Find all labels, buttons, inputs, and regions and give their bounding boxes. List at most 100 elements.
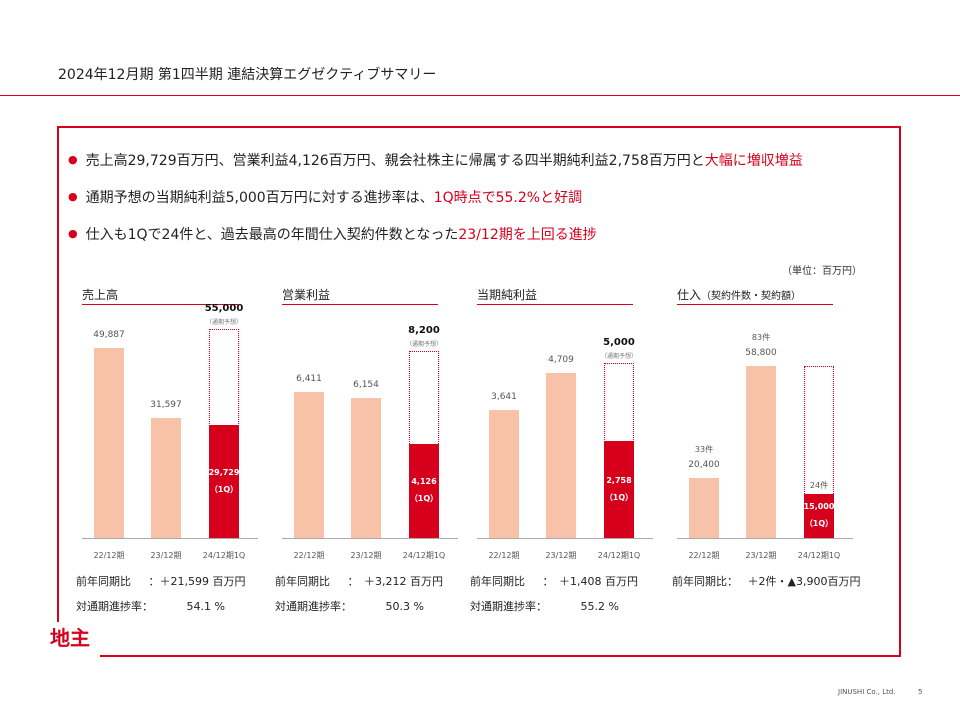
stat-net-progress: 対通期進捗率： 55.2 %	[470, 598, 619, 614]
bar-value-label: 15,000	[803, 502, 835, 511]
x-tick-label: 23/12期	[150, 551, 182, 560]
bar-previous	[489, 410, 519, 538]
bar-value-label: 3,641	[491, 392, 517, 402]
bullet-3: ● 仕入も1Qで24件と、過去最高の年間仕入契約件数となった23/12期を上回る進…	[68, 224, 597, 244]
bar-previous	[351, 398, 381, 538]
bar-period-label: （1Q）	[604, 492, 634, 502]
chart-title: 仕入（契約件数・契約額）	[677, 288, 802, 302]
bar-value-label: 31,597	[150, 400, 182, 410]
bullet-2-text: 通期予想の当期純利益5,000百万円に対する進捗率は、	[85, 190, 434, 206]
title-divider	[0, 95, 960, 96]
x-tick-label: 24/12期1Q	[202, 551, 246, 560]
bar-previous	[151, 418, 181, 538]
stat-value: 55.2 %	[580, 600, 619, 613]
company-logo: 地主	[50, 622, 100, 660]
bullet-2: ● 通期予想の当期純利益5,000百万円に対する進捗率は、1Q時点で55.2%と好…	[68, 187, 582, 207]
bullet-1: ● 売上高29,729百万円、営業利益4,126百万円、親会社株主に帰属する四半期…	[68, 150, 803, 170]
bar-value-label: 2,758	[606, 475, 632, 485]
x-tick-label: 22/12期	[293, 551, 325, 560]
stat-op-progress: 対通期進捗率： 50.3 %	[275, 598, 424, 614]
bar-current	[209, 425, 239, 538]
x-tick-label: 22/12期	[688, 551, 720, 560]
bar-current	[804, 494, 834, 538]
stat-sales-progress: 対通期進捗率： 54.1 %	[76, 598, 225, 614]
target-note: （通期予想）	[405, 341, 442, 348]
chart-subtitle: （契約件数・契約額）	[701, 291, 802, 302]
count-label: 33件	[694, 445, 714, 454]
target-value-label: 8,200	[408, 325, 440, 336]
stat-purchase-yoy: 前年同期比： ＋2件・▲3,900百万円	[672, 573, 860, 589]
stat-label: 前年同期比：	[672, 575, 738, 588]
stat-op-yoy: 前年同期比 ： ＋3,212 百万円	[275, 573, 443, 589]
stat-net-yoy: 前年同期比 ： ＋1,408 百万円	[470, 573, 638, 589]
bar-previous	[546, 373, 576, 538]
bar-value-label: 6,154	[353, 380, 379, 390]
x-tick-label: 24/12期1Q	[597, 551, 641, 560]
x-tick-label: 23/12期	[745, 551, 777, 560]
bullet-dot-icon: ●	[68, 227, 78, 240]
bar-value-label: 4,126	[411, 477, 437, 486]
bar-value-label: 4,709	[548, 355, 574, 365]
target-note: （通期予想）	[205, 319, 242, 326]
bullet-2-highlight: 1Q時点で55.2%と好調	[433, 190, 583, 206]
stat-label: 前年同期比	[275, 575, 330, 588]
count-label: 24件	[809, 481, 829, 490]
stat-label: 対通期進捗率：	[470, 600, 547, 613]
target-note: （通期予想）	[600, 353, 637, 360]
stat-label: 前年同期比	[76, 575, 131, 588]
count-label: 83件	[751, 333, 771, 342]
chart-title-rule	[82, 304, 238, 305]
bullet-dot-icon: ●	[68, 153, 78, 166]
x-tick-label: 23/12期	[350, 551, 382, 560]
chart-title: 売上高	[82, 288, 119, 302]
summary-frame	[57, 126, 901, 657]
chart-sales: 売上高 49,887 22/12期 31,597 23/12期 55,000 （通期予想） 2…	[82, 286, 258, 586]
bar-previous	[94, 348, 124, 538]
bar-current	[409, 444, 439, 538]
bar-period-label: （1Q）	[409, 494, 439, 503]
chart-purchases: 仕入（契約件数・契約額） 20,400 33件 22/12期 58,800 83件 23/1…	[677, 286, 853, 586]
bar-previous	[294, 392, 324, 538]
chart-title-rule	[677, 304, 833, 305]
logo-text: 地主	[50, 626, 90, 650]
chart-title-rule	[477, 304, 633, 305]
bullet-1-highlight: 大幅に増収増益	[704, 153, 803, 169]
bullet-dot-icon: ●	[68, 190, 78, 203]
target-value-label: 5,000	[603, 337, 635, 348]
bullet-3-highlight: 23/12期を上回る進捗	[458, 227, 597, 243]
stat-label: 対通期進捗率：	[275, 600, 352, 613]
chart-baseline	[477, 538, 653, 539]
bar-previous	[746, 366, 776, 538]
bar-previous	[689, 478, 719, 538]
target-value-label: 55,000	[204, 303, 244, 314]
chart-net-income: 当期純利益 3,641 22/12期 4,709 23/12期 5,000 （通期予想） 2,…	[477, 286, 653, 586]
x-tick-label: 24/12期1Q	[402, 551, 446, 560]
unit-note: （単位：百万円）	[782, 266, 862, 277]
x-tick-label: 22/12期	[93, 551, 125, 560]
chart-baseline	[82, 538, 258, 539]
footer-page-number: 5	[918, 688, 923, 696]
stat-value: ：＋21,599 百万円	[148, 575, 246, 588]
stat-value: ＋2件・▲3,900百万円	[747, 575, 861, 588]
bar-value-label: 49,887	[93, 330, 125, 340]
bullet-1-text: 売上高29,729百万円、営業利益4,126百万円、親会社株主に帰属する四半期純…	[85, 153, 705, 169]
bar-current	[604, 441, 634, 538]
bar-value-label: 58,800	[745, 348, 777, 358]
x-tick-label: 23/12期	[545, 551, 577, 560]
x-tick-label: 22/12期	[488, 551, 520, 560]
page-title: 2024年12月期 第1四半期 連結決算エグゼクティブサマリー	[58, 67, 437, 83]
stat-label: 前年同期比	[470, 575, 525, 588]
footer-company: JINUSHI Co., Ltd.	[838, 688, 896, 696]
stat-value: 54.1 %	[186, 600, 225, 613]
chart-operating-profit: 営業利益 6,411 22/12期 6,154 23/12期 8,200 （通期予想） 4,1…	[282, 286, 458, 586]
bar-value-label: 20,400	[688, 460, 720, 470]
chart-title: 当期純利益	[477, 288, 538, 302]
chart-baseline	[282, 538, 458, 539]
stat-label: 対通期進捗率：	[76, 600, 153, 613]
bar-period-label: （1Q）	[209, 484, 239, 494]
bar-period-label: （1Q）	[804, 519, 834, 528]
bullet-3-text: 仕入も1Qで24件と、過去最高の年間仕入契約件数となった	[85, 227, 459, 243]
chart-baseline	[677, 538, 853, 539]
stat-sales-yoy: 前年同期比 ：＋21,599 百万円	[76, 573, 246, 589]
bar-value-label: 6,411	[296, 374, 322, 384]
